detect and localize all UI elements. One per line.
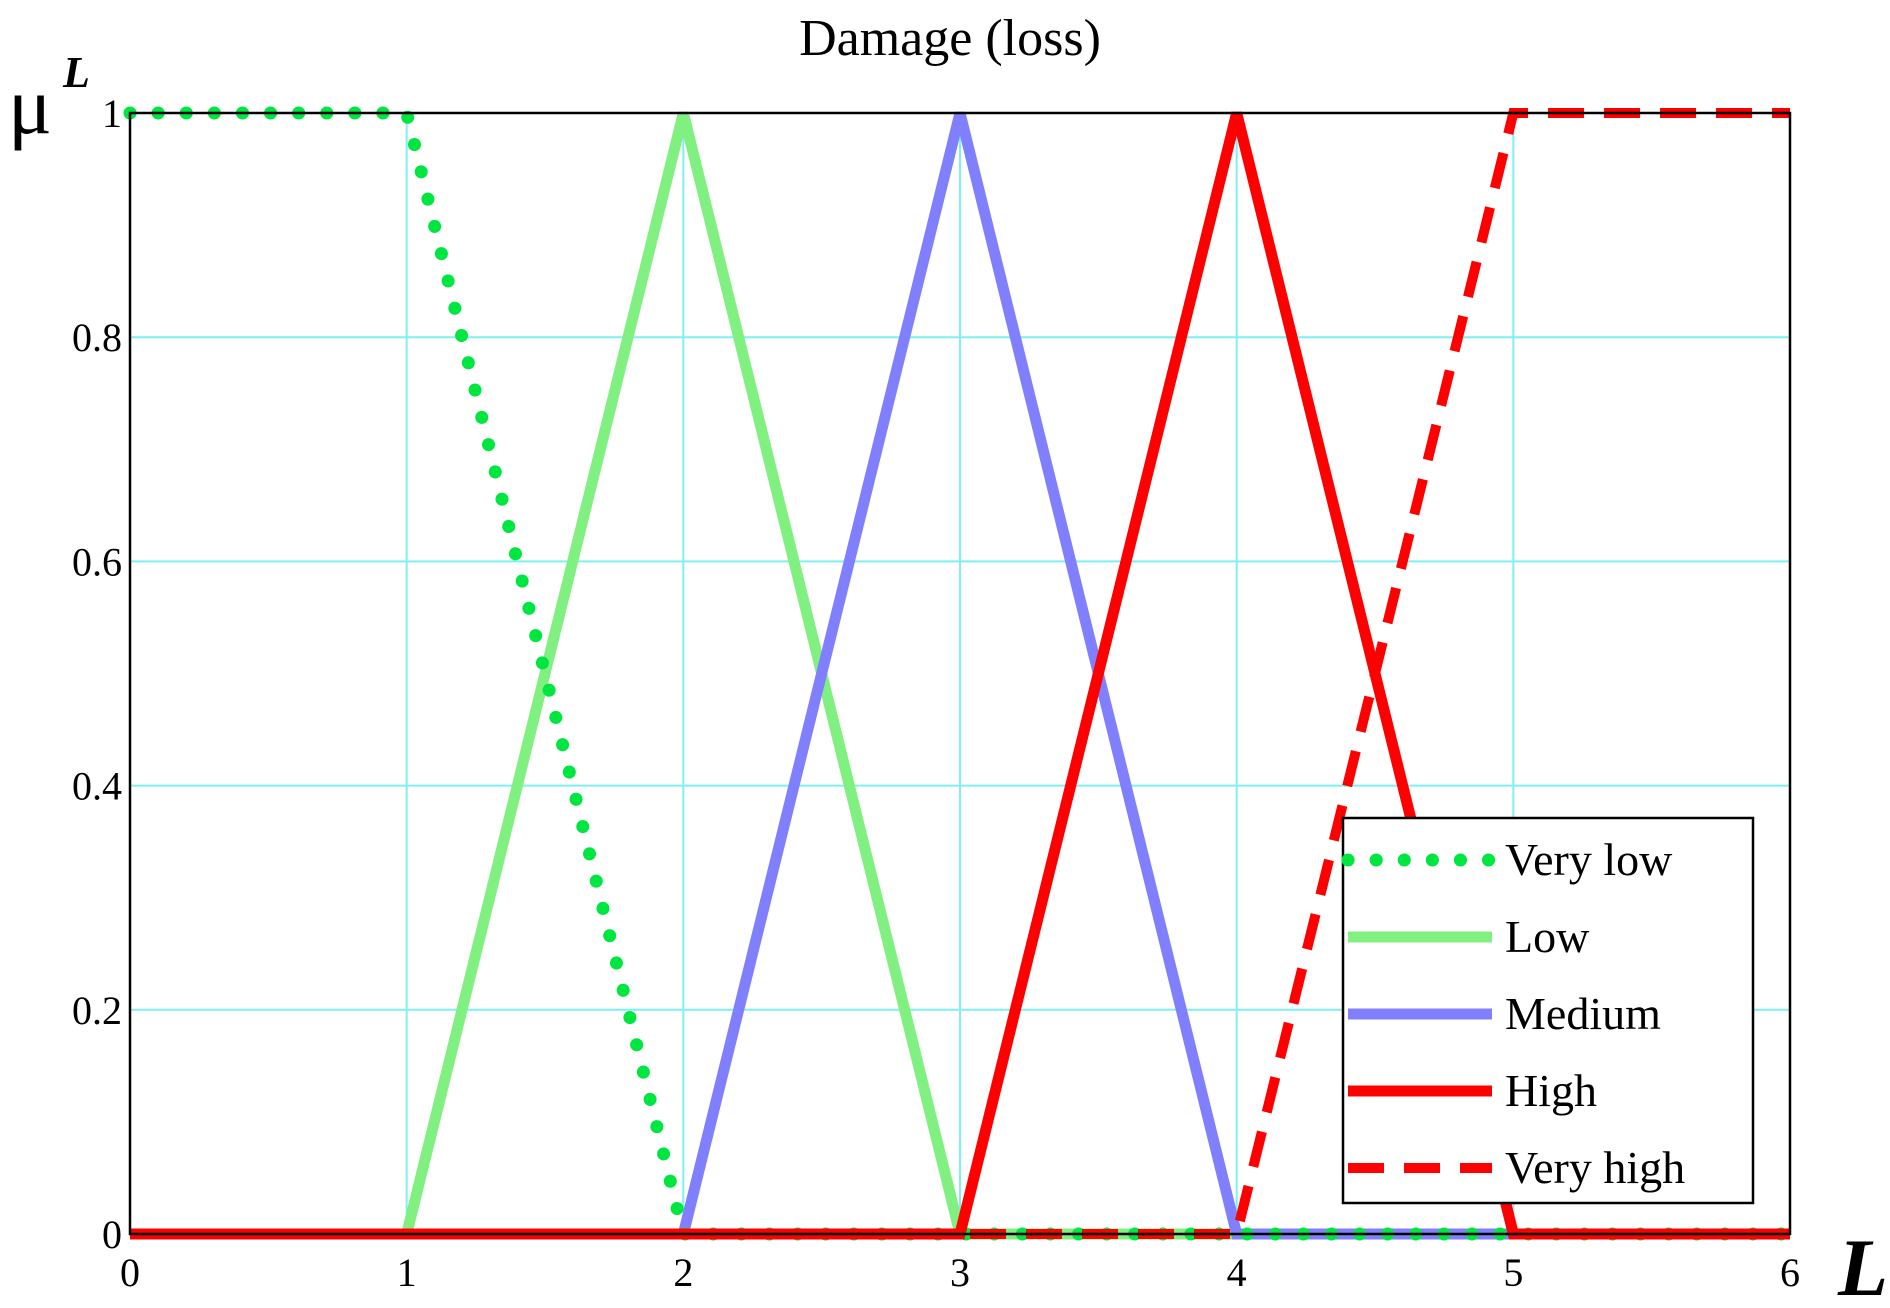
y-axis-label-main: μ — [8, 60, 52, 151]
x-axis-label: L — [1837, 1222, 1888, 1308]
legend: Very low Low Medium High Very high — [1341, 816, 1755, 1205]
x-tick-label: 4 — [1227, 1250, 1247, 1295]
tick-labels: 0 1 2 3 4 5 6 0 0.2 0.4 0.6 0.8 1 — [72, 91, 1800, 1295]
chart-title: Damage (loss) — [799, 10, 1101, 67]
grid-lines — [130, 113, 1790, 1234]
y-tick-label: 0.8 — [72, 315, 122, 360]
legend-label: Medium — [1505, 988, 1661, 1039]
y-tick-label: 1 — [102, 91, 122, 136]
x-tick-label: 1 — [397, 1250, 417, 1295]
legend-label: Low — [1505, 911, 1590, 962]
legend-label: Very low — [1505, 834, 1673, 885]
y-tick-label: 0.4 — [72, 764, 122, 809]
legend-label: High — [1505, 1065, 1597, 1116]
x-tick-label: 2 — [673, 1250, 693, 1295]
x-tick-label: 5 — [1503, 1250, 1523, 1295]
y-axis-label: μ L — [8, 48, 90, 151]
x-tick-label: 3 — [950, 1250, 970, 1295]
y-tick-label: 0.2 — [72, 988, 122, 1033]
y-tick-label: 0.6 — [72, 539, 122, 584]
x-tick-label: 6 — [1780, 1250, 1800, 1295]
y-axis-label-superscript: L — [62, 48, 90, 97]
plot-border — [128, 111, 1792, 1236]
y-tick-label: 0 — [102, 1212, 122, 1257]
legend-box — [1341, 816, 1755, 1205]
legend-label: Very high — [1505, 1142, 1685, 1193]
x-tick-label: 0 — [120, 1250, 140, 1295]
